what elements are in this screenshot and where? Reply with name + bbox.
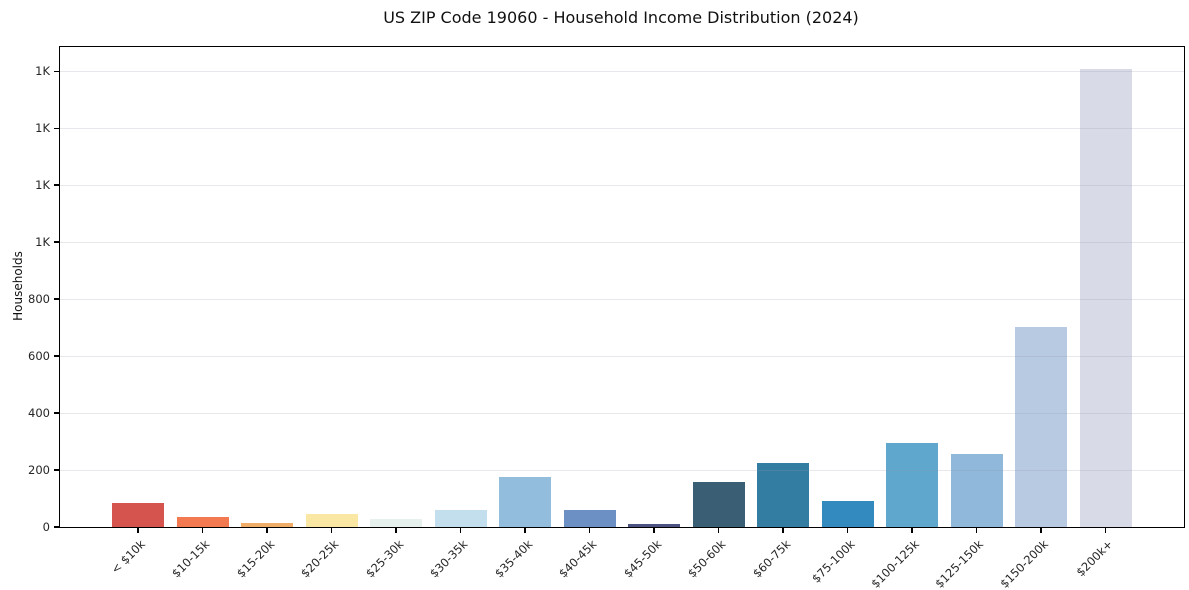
gridline bbox=[60, 298, 1184, 300]
bar bbox=[434, 509, 487, 527]
bar bbox=[370, 519, 422, 527]
x-tick-label-text: $15-20k bbox=[233, 537, 277, 581]
y-tick-label: 1K bbox=[35, 235, 50, 250]
y-tick-label: 1K bbox=[35, 121, 50, 136]
y-tick-label: 800 bbox=[28, 292, 50, 307]
x-tick-mark bbox=[201, 528, 204, 534]
y-tick-label: 200 bbox=[28, 463, 50, 478]
x-tick-label-text: $150-200k bbox=[997, 537, 1051, 590]
y-tick-mark bbox=[53, 70, 59, 72]
y-axis-label: Households bbox=[11, 251, 25, 321]
gridline bbox=[60, 184, 1184, 186]
y-tick-mark bbox=[53, 298, 59, 300]
x-tick-label-text: $35-40k bbox=[491, 537, 535, 581]
x-tick-mark bbox=[137, 528, 139, 534]
x-tick-mark bbox=[588, 528, 591, 534]
y-tick-mark bbox=[53, 469, 59, 471]
bar bbox=[821, 500, 874, 527]
x-tick-label-text: $40-45k bbox=[555, 537, 600, 581]
x-tick-mark bbox=[459, 528, 462, 534]
gridline bbox=[60, 70, 1184, 72]
bar bbox=[950, 454, 1003, 527]
x-tick-mark bbox=[395, 528, 397, 534]
y-tick-label: 1K bbox=[35, 178, 50, 193]
y-tick-label: 0 bbox=[42, 520, 50, 534]
x-tick-mark bbox=[653, 528, 655, 534]
y-tick-mark bbox=[53, 526, 59, 528]
x-tick-mark bbox=[717, 528, 720, 534]
bar bbox=[305, 513, 358, 527]
x-tick-mark bbox=[266, 528, 268, 534]
gridline bbox=[60, 127, 1184, 129]
x-tick-label-text: $50-60k bbox=[684, 537, 729, 581]
x-tick-label-text: < $10k bbox=[108, 537, 148, 577]
bar bbox=[886, 442, 938, 527]
y-tick-label: 600 bbox=[28, 349, 50, 364]
bar bbox=[241, 522, 293, 527]
y-tick-mark bbox=[53, 412, 59, 414]
x-tick-label-text: $20-25k bbox=[297, 537, 342, 581]
bar bbox=[1079, 68, 1132, 527]
plot-area: 0 200 400 600 800 1K 1K 1K 1K < $10k $10-15k $15-20… bbox=[28, 46, 1185, 590]
x-tick-label-text: $125-150k bbox=[932, 537, 987, 590]
y-tick-mark bbox=[53, 127, 59, 129]
x-tick-mark bbox=[782, 528, 784, 534]
y-tick-label: 400 bbox=[28, 406, 50, 421]
y-tick-mark bbox=[53, 184, 59, 186]
x-tick-label-text: $75-100k bbox=[808, 537, 858, 586]
bar bbox=[692, 482, 745, 527]
x-tick-label-text: $30-35k bbox=[426, 537, 471, 581]
x-tick-label-text: $25-30k bbox=[362, 537, 406, 581]
x-tick-mark bbox=[1040, 528, 1042, 534]
bar bbox=[1015, 326, 1067, 527]
bar bbox=[563, 509, 616, 527]
bar bbox=[499, 477, 551, 527]
x-tick-mark bbox=[975, 528, 978, 534]
y-tick-label: 1K bbox=[35, 64, 50, 79]
x-tick-label-text: $200k+ bbox=[1073, 537, 1116, 580]
x-tick-label-text: $45-50k bbox=[620, 537, 664, 581]
y-tick-mark bbox=[53, 241, 59, 243]
x-tick-mark bbox=[1104, 528, 1107, 534]
chart-title: US ZIP Code 19060 - Household Income Dis… bbox=[383, 8, 859, 27]
x-tick-label-text: $10-15k bbox=[168, 537, 213, 581]
bar bbox=[628, 524, 680, 527]
bar bbox=[757, 463, 809, 527]
bar bbox=[112, 503, 164, 527]
x-tick-label-text: $60-75k bbox=[749, 537, 793, 581]
x-tick-label-text: $100-125k bbox=[868, 537, 922, 590]
y-tick-mark bbox=[53, 355, 59, 357]
bar bbox=[176, 517, 229, 527]
x-tick-mark bbox=[846, 528, 849, 534]
gridline bbox=[60, 241, 1184, 243]
x-tick-mark bbox=[911, 528, 913, 534]
x-tick-mark bbox=[330, 528, 333, 534]
x-tick-mark bbox=[524, 528, 526, 534]
